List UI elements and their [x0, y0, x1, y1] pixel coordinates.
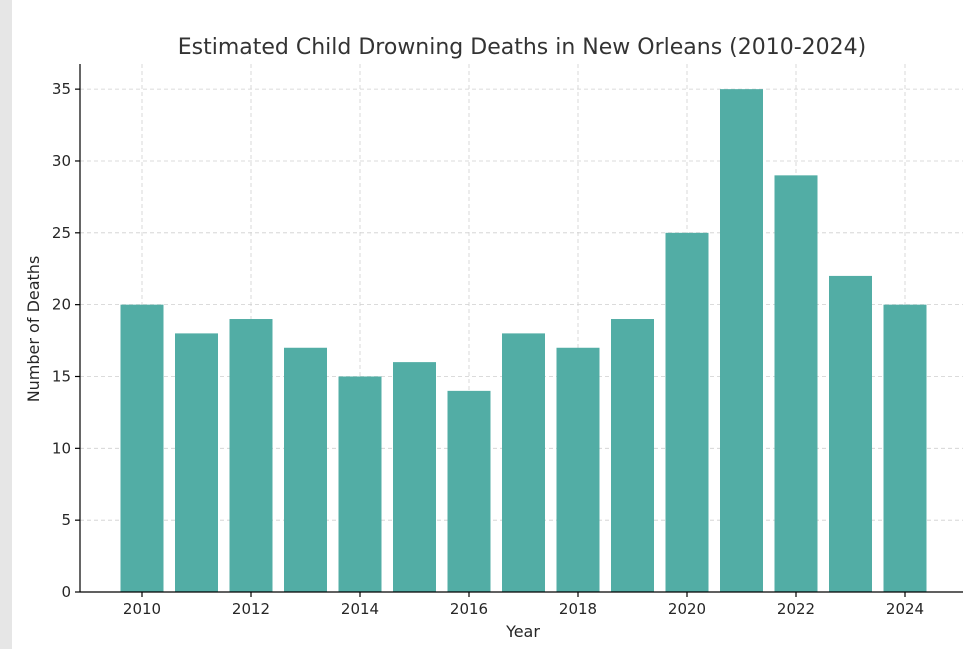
y-tick-label: 25 [52, 224, 71, 242]
x-tick-label: 2014 [341, 600, 379, 618]
bar-2017 [502, 333, 545, 592]
bar-2013 [284, 347, 327, 592]
chart-figure: 0 5 10 15 20 25 30 35 2010 2012 2014 2016 2018 2020 20… [12, 0, 963, 649]
bars [120, 89, 927, 593]
y-tick-label: 20 [52, 296, 71, 314]
bar-2019 [611, 319, 654, 592]
grid [80, 64, 963, 592]
y-tick-label: 0 [61, 583, 71, 601]
bar-2010 [120, 304, 164, 592]
bar-chart: 0 5 10 15 20 25 30 35 2010 2012 2014 2016 2018 2020 20… [24, 35, 963, 641]
y-tick-label: 5 [61, 511, 71, 529]
bar-2020 [665, 232, 709, 592]
x-tick-label: 2024 [886, 600, 924, 618]
x-tick-label: 2010 [123, 600, 161, 618]
bar-2024 [883, 304, 927, 592]
y-tick-label: 35 [52, 80, 71, 98]
x-axis-label: Year [505, 622, 540, 641]
bar-2015 [393, 362, 436, 592]
x-tick-label: 2018 [559, 600, 597, 618]
y-tick-label: 15 [52, 367, 71, 385]
bar-2011 [175, 333, 218, 592]
y-tick-label: 10 [52, 439, 71, 457]
y-axis-label: Number of Deaths [24, 256, 43, 403]
bar-2021 [720, 89, 763, 593]
x-tick-label: 2016 [450, 600, 488, 618]
bar-2018 [556, 347, 600, 592]
x-tick-label: 2022 [777, 600, 815, 618]
x-tick-label: 2020 [668, 600, 706, 618]
y-tick-label: 30 [52, 152, 71, 170]
bar-2012 [229, 319, 273, 592]
bar-2022 [774, 175, 818, 593]
chart-title: Estimated Child Drowning Deaths in New O… [178, 35, 867, 60]
bar-2014 [338, 376, 382, 592]
bar-2016 [447, 390, 491, 592]
axes: 0 5 10 15 20 25 30 35 2010 2012 2014 2016 2018 2020 20… [52, 64, 963, 618]
x-tick-label: 2012 [232, 600, 270, 618]
bar-2023 [829, 275, 872, 592]
